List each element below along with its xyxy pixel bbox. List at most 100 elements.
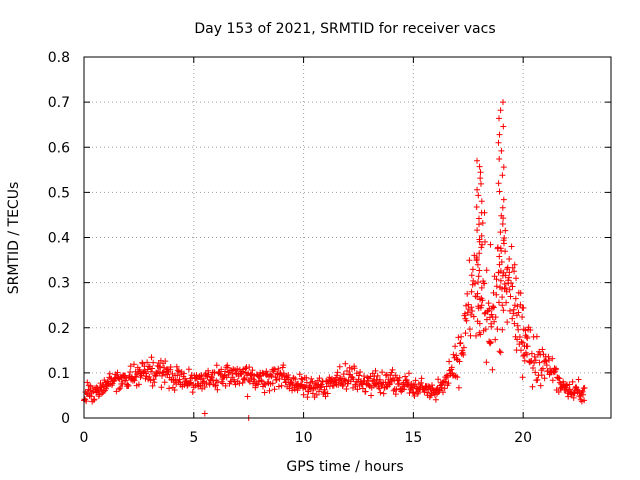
x-tick-label: 5	[189, 430, 198, 446]
data-point	[340, 381, 347, 388]
data-point	[474, 186, 481, 193]
y-tick-label: 0.7	[48, 95, 70, 111]
data-point	[515, 309, 522, 316]
data-point	[147, 377, 154, 384]
data-point	[324, 390, 331, 397]
data-point	[412, 377, 419, 384]
data-point	[303, 374, 310, 381]
data-point	[519, 374, 526, 381]
data-point	[487, 340, 494, 347]
data-point	[517, 290, 524, 297]
data-point	[553, 365, 560, 372]
data-point	[234, 365, 241, 372]
data-point	[549, 355, 556, 362]
data-point	[474, 157, 480, 164]
data-point	[308, 375, 315, 382]
data-point	[504, 319, 511, 326]
data-point	[531, 353, 538, 360]
data-point	[214, 386, 221, 393]
data-point	[476, 221, 482, 228]
data-point	[411, 393, 418, 399]
data-point	[473, 332, 479, 339]
data-point	[268, 373, 275, 380]
data-point	[388, 369, 395, 376]
data-point	[454, 374, 461, 381]
data-point	[200, 375, 207, 382]
data-point	[370, 377, 377, 384]
data-point	[497, 277, 504, 284]
data-point	[507, 293, 514, 300]
y-axis-label: SRMTID / TECUs	[6, 182, 22, 295]
data-point	[432, 396, 439, 403]
data-point	[382, 379, 389, 386]
data-point	[537, 382, 544, 389]
data-point	[521, 357, 528, 364]
data-point	[490, 303, 496, 310]
data-point	[506, 286, 513, 293]
data-point	[474, 261, 481, 268]
data-point	[478, 180, 484, 187]
data-point	[493, 291, 500, 298]
data-point	[490, 304, 497, 311]
data-point	[532, 369, 539, 376]
data-point	[445, 380, 452, 387]
data-point	[508, 243, 515, 250]
data-point	[475, 192, 482, 199]
data-point	[556, 379, 563, 386]
data-point	[464, 309, 471, 316]
data-point	[222, 382, 229, 389]
data-point	[470, 313, 477, 320]
data-point	[435, 376, 442, 383]
data-point	[334, 369, 341, 376]
data-point	[180, 370, 187, 377]
data-point	[569, 378, 576, 385]
data-point	[491, 318, 498, 325]
data-point	[150, 376, 157, 383]
data-point	[543, 358, 550, 365]
data-point	[468, 288, 475, 295]
y-tick-label: 0.4	[48, 231, 70, 247]
data-point	[294, 387, 301, 394]
data-point	[511, 261, 518, 268]
data-point	[476, 163, 483, 170]
data-point	[580, 391, 586, 398]
data-point	[520, 304, 527, 311]
data-point	[502, 285, 509, 291]
data-point	[500, 237, 507, 244]
data-point	[523, 333, 530, 340]
data-point	[186, 379, 193, 386]
data-point	[204, 374, 211, 380]
data-point	[127, 369, 134, 375]
data-point	[566, 386, 573, 393]
data-point	[458, 333, 465, 340]
data-point	[261, 389, 268, 396]
data-point	[517, 301, 524, 308]
data-point	[539, 365, 546, 372]
data-point	[297, 381, 304, 388]
data-point	[362, 388, 369, 395]
data-point	[316, 388, 322, 395]
data-point	[534, 376, 541, 383]
data-point	[452, 343, 459, 350]
data-point	[474, 290, 481, 297]
data-point	[511, 268, 518, 275]
data-point	[406, 370, 412, 377]
data-point	[246, 378, 253, 385]
data-point	[500, 164, 507, 171]
data-point	[485, 300, 492, 307]
data-point	[524, 351, 530, 358]
data-point	[478, 198, 485, 205]
data-point	[536, 348, 543, 355]
data-point	[478, 232, 485, 239]
data-point	[482, 326, 489, 333]
data-point	[244, 393, 251, 400]
data-point	[217, 371, 224, 378]
data-point	[496, 348, 503, 355]
data-point	[278, 371, 285, 378]
data-point	[500, 269, 507, 276]
data-point	[344, 368, 350, 374]
data-point	[496, 188, 503, 195]
data-point	[161, 364, 168, 371]
data-point	[496, 131, 503, 138]
